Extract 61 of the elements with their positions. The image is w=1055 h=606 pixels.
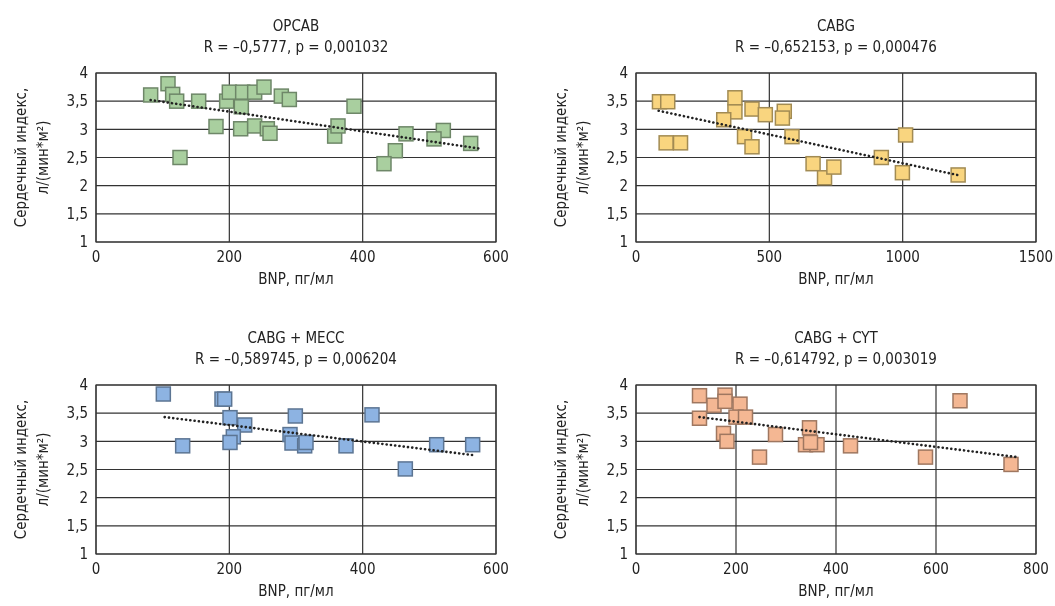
y-axis-title: Сердечный индекс, л/(мин*м²) [552, 399, 592, 540]
y-tick-label: 4 [79, 64, 88, 83]
y-tick-label: 2 [619, 488, 628, 507]
y-tick-label: 3 [619, 120, 628, 139]
x-tick-label: 0 [631, 248, 641, 266]
y-tick-label: 1,5 [66, 517, 88, 536]
y-tick-label: 3,5 [606, 92, 628, 111]
x-tick-label: 400 [349, 560, 376, 578]
y-tick-label: 3,5 [66, 404, 88, 423]
x-axis-title: BNP, пг/мл [798, 582, 874, 600]
x-tick-label: 1000 [885, 248, 920, 266]
chart-title: CABG [816, 17, 856, 35]
chart-subtitle: R = –0,5777, p = 0,001032 [203, 38, 389, 56]
y-axis-title: Сердечный индекс, л/(мин*м²) [12, 87, 52, 228]
y-tick-label: 2,5 [606, 148, 628, 167]
y-axis-title: Сердечный индекс, л/(мин*м²) [12, 399, 52, 540]
chart-title: OPCAB [272, 17, 320, 35]
chart-title: CABG + CYT [794, 329, 879, 347]
y-tick-label: 1 [619, 545, 628, 564]
chart-title: CABG + MECC [247, 329, 345, 347]
x-tick-label: 0 [91, 560, 101, 578]
x-tick-label: 600 [483, 560, 509, 578]
y-tick-label: 1 [79, 545, 88, 564]
x-tick-label: 400 [349, 248, 376, 266]
y-tick-label: 3,5 [606, 404, 628, 423]
y-tick-label: 2 [79, 176, 88, 195]
y-tick-label: 4 [79, 376, 88, 395]
y-tick-label: 1 [619, 233, 628, 252]
y-tick-label: 2 [79, 488, 88, 507]
y-tick-label: 4 [619, 64, 628, 83]
x-tick-label: 600 [483, 248, 509, 266]
y-tick-label: 1,5 [66, 205, 88, 224]
x-tick-label: 200 [216, 248, 243, 266]
chart-subtitle: R = –0,652153, p = 0,000476 [735, 38, 937, 56]
y-tick-label: 3,5 [66, 92, 88, 111]
x-tick-label: 400 [823, 560, 849, 578]
x-tick-label: 800 [1023, 560, 1049, 578]
y-axis-title: Сердечный индекс, л/(мин*м²) [552, 87, 592, 228]
y-tick-label: 2,5 [66, 460, 88, 479]
x-tick-label: 200 [216, 560, 243, 578]
x-tick-label: 0 [91, 248, 101, 266]
y-tick-label: 2 [619, 176, 628, 195]
y-tick-label: 4 [619, 376, 628, 395]
x-tick-label: 0 [631, 560, 641, 578]
y-tick-label: 1,5 [606, 517, 628, 536]
y-tick-label: 1,5 [606, 205, 628, 224]
chart-subtitle: R = –0,614792, p = 0,003019 [735, 350, 937, 368]
chart-subtitle: R = –0,589745, p = 0,006204 [195, 350, 397, 368]
x-axis-title: BNP, пг/мл [258, 270, 334, 288]
x-tick-label: 200 [723, 560, 749, 578]
y-tick-label: 3 [619, 432, 628, 451]
y-tick-label: 3 [79, 432, 88, 451]
y-tick-label: 2,5 [66, 148, 88, 167]
x-axis-title: BNP, пг/мл [258, 582, 334, 600]
y-tick-label: 3 [79, 120, 88, 139]
x-tick-label: 500 [756, 248, 783, 266]
x-tick-label: 1500 [1018, 248, 1054, 266]
x-axis-title: BNP, пг/мл [798, 270, 874, 288]
y-tick-label: 2,5 [606, 460, 628, 479]
x-tick-label: 600 [923, 560, 949, 578]
y-tick-label: 1 [79, 233, 88, 252]
